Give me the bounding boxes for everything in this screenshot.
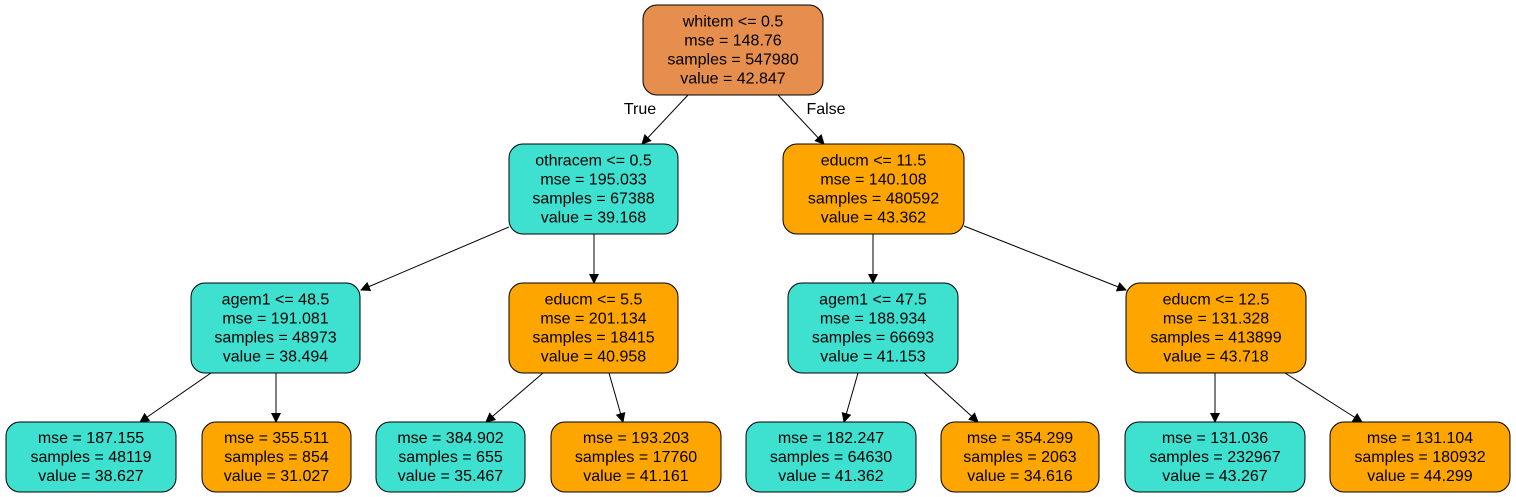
node-box	[201, 421, 352, 493]
node-text-line: value = 43.267	[1162, 468, 1268, 485]
tree-node-n12: mse = 354.299 samples = 2063 value = 34.61…	[940, 421, 1100, 493]
node-box	[782, 143, 965, 235]
node-text-line: samples = 48973	[214, 330, 336, 347]
node-box	[375, 421, 526, 493]
node-text-line: samples = 17760	[575, 449, 697, 466]
node-text-line: value = 43.362	[821, 210, 927, 227]
tree-node-n4: educm <= 5.5 mse = 201.134 samples = 18415…	[508, 282, 679, 374]
edge-label-false: False	[806, 101, 845, 118]
node-text-line: samples = 18415	[532, 330, 654, 347]
node-text-line: samples = 480592	[808, 191, 939, 208]
edge-n2-n6	[963, 225, 1127, 292]
edge-n5-n12	[923, 372, 979, 423]
node-text-line: mse = 182.247	[778, 430, 884, 447]
node-box	[642, 4, 824, 96]
node-box	[745, 421, 917, 493]
tree-node-n7: mse = 187.155 samples = 48119 value = 38.6…	[5, 421, 177, 493]
node-text-line: samples = 180932	[1354, 449, 1485, 466]
edge-n0-n2	[777, 94, 825, 145]
node-text-line: value = 40.958	[541, 349, 647, 366]
node-text-line: othracem <= 0.5	[535, 153, 652, 170]
tree-node-n13: mse = 131.036 samples = 232967 value = 43.…	[1124, 421, 1306, 493]
tree-node-n11: mse = 182.247 samples = 64630 value = 41.3…	[745, 421, 917, 493]
node-text-line: agem1 <= 48.5	[222, 292, 330, 309]
node-text-line: samples = 48119	[30, 449, 151, 466]
node-text-line: mse = 201.134	[540, 311, 646, 328]
tree-node-n0: whitem <= 0.5 mse = 148.76 samples = 54798…	[642, 4, 824, 96]
node-text-line: value = 42.847	[680, 71, 786, 88]
node-text-line: whitem <= 0.5	[682, 14, 784, 31]
tree-node-n1: othracem <= 0.5 mse = 195.033 samples = 67…	[508, 143, 679, 235]
node-text-line: samples = 655	[398, 449, 503, 466]
node-text-line: mse = 131.036	[1162, 430, 1268, 447]
node-box	[508, 282, 679, 374]
node-text-line: value = 38.627	[38, 468, 144, 485]
node-box	[1124, 421, 1306, 493]
node-text-line: mse = 384.902	[397, 430, 503, 447]
edge-n0-n1	[641, 94, 689, 145]
node-text-line: value = 44.299	[1367, 468, 1473, 485]
tree-node-n14: mse = 131.104 samples = 180932 value = 44.…	[1329, 421, 1511, 493]
node-text-line: mse = 354.299	[967, 430, 1073, 447]
tree-node-n9: mse = 384.902 samples = 655 value = 35.467	[375, 421, 526, 493]
tree-node-n3: agem1 <= 48.5 mse = 191.081 samples = 4897…	[190, 282, 361, 374]
tree-node-n6: educm <= 12.5 mse = 131.328 samples = 4138…	[1125, 282, 1307, 374]
node-text-line: samples = 547980	[667, 52, 798, 69]
node-text-line: samples = 413899	[1150, 330, 1281, 347]
node-text-line: value = 35.467	[398, 468, 504, 485]
tree-node-n2: educm <= 11.5 mse = 140.108 samples = 4805…	[782, 143, 965, 235]
node-box	[550, 421, 722, 493]
edges-layer: True False	[139, 94, 1363, 423]
node-text-line: mse = 131.104	[1367, 430, 1473, 447]
node-text-line: samples = 854	[224, 449, 329, 466]
node-text-line: value = 39.168	[541, 210, 647, 227]
node-text-line: mse = 131.328	[1163, 311, 1269, 328]
node-text-line: educm <= 11.5	[821, 153, 927, 170]
edge-label-true: True	[624, 101, 656, 118]
node-box	[190, 282, 361, 374]
node-box	[940, 421, 1100, 493]
node-box	[787, 282, 959, 374]
node-box	[1329, 421, 1511, 493]
node-text-line: mse = 188.934	[820, 311, 926, 328]
node-text-line: value = 34.616	[967, 468, 1073, 485]
node-text-line: value = 41.362	[778, 468, 884, 485]
node-text-line: value = 43.718	[1163, 349, 1269, 366]
node-text-line: samples = 2063	[963, 449, 1077, 466]
node-text-line: samples = 64630	[770, 449, 892, 466]
node-text-line: samples = 232967	[1149, 449, 1280, 466]
node-text-line: mse = 140.108	[820, 172, 926, 189]
node-text-line: samples = 66693	[812, 330, 934, 347]
node-text-line: mse = 193.203	[583, 430, 689, 447]
edge-n4-n10	[608, 372, 626, 423]
nodes-layer: whitem <= 0.5 mse = 148.76 samples = 54798…	[5, 4, 1511, 493]
edge-n3-n7	[139, 372, 212, 423]
tree-node-n5: agem1 <= 47.5 mse = 188.934 samples = 6669…	[787, 282, 959, 374]
node-text-line: value = 38.494	[223, 349, 329, 366]
tree-node-n8: mse = 355.511 samples = 854 value = 31.027	[201, 421, 352, 493]
node-box	[5, 421, 177, 493]
node-text-line: samples = 67388	[532, 191, 654, 208]
node-text-line: mse = 195.033	[540, 172, 646, 189]
edge-n5-n11	[841, 372, 859, 423]
edge-n4-n9	[485, 372, 544, 423]
node-text-line: mse = 191.081	[222, 311, 328, 328]
node-box	[508, 143, 679, 235]
node-text-line: value = 41.161	[583, 468, 689, 485]
node-text-line: educm <= 12.5	[1163, 292, 1270, 309]
tree-node-n10: mse = 193.203 samples = 17760 value = 41.1…	[550, 421, 722, 493]
node-box	[1125, 282, 1307, 374]
node-text-line: mse = 148.76	[684, 33, 782, 50]
edge-n1-n3	[360, 226, 510, 292]
node-text-line: educm <= 5.5	[545, 292, 643, 309]
node-text-line: mse = 355.511	[224, 430, 329, 447]
node-text-line: value = 31.027	[224, 468, 330, 485]
node-text-line: value = 41.153	[820, 349, 926, 366]
edge-n6-n14	[1284, 372, 1363, 423]
node-text-line: mse = 187.155	[38, 430, 144, 447]
node-text-line: agem1 <= 47.5	[819, 292, 927, 309]
